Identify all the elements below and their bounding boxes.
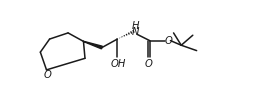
Text: O: O — [164, 36, 172, 46]
Text: N: N — [131, 27, 139, 37]
Text: O: O — [145, 59, 153, 69]
Polygon shape — [83, 41, 102, 49]
Text: H: H — [131, 21, 139, 31]
Text: O: O — [43, 70, 51, 80]
Text: OH: OH — [110, 59, 126, 69]
